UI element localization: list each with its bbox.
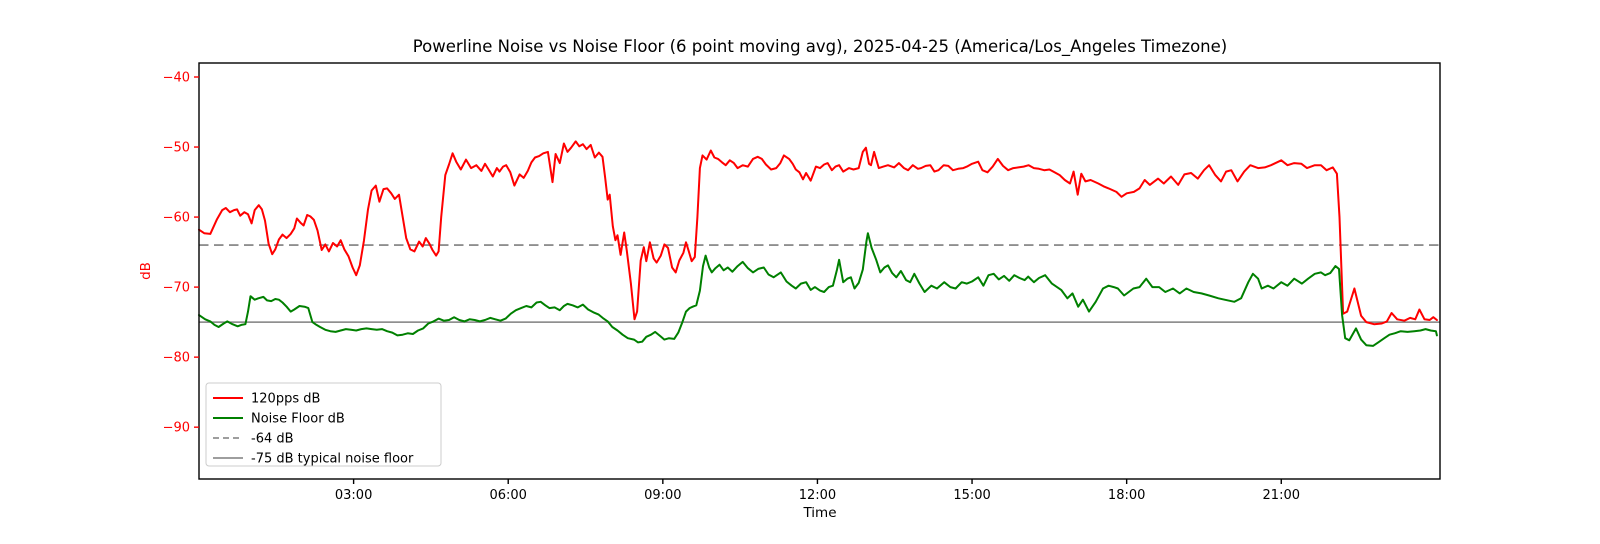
x-tick-label: 03:00 bbox=[335, 488, 372, 503]
x-tick-label: 09:00 bbox=[644, 488, 681, 503]
y-tick-label: −90 bbox=[163, 421, 190, 436]
x-axis-label: Time bbox=[802, 505, 836, 521]
x-tick-label: 18:00 bbox=[1108, 488, 1145, 503]
y-tick-label: −50 bbox=[163, 141, 190, 156]
legend-label: -75 dB typical noise floor bbox=[251, 452, 414, 467]
x-tick-label: 21:00 bbox=[1263, 488, 1300, 503]
legend-label: -64 dB bbox=[251, 432, 294, 447]
legend-frame bbox=[205, 382, 442, 467]
y-axis-label: dB bbox=[138, 262, 154, 280]
x-tick-label: 15:00 bbox=[953, 488, 990, 503]
y-tick-label: −70 bbox=[163, 281, 190, 296]
y-tick-label: −80 bbox=[163, 351, 190, 366]
legend-label: Noise Floor dB bbox=[251, 412, 345, 427]
y-tick-label: −60 bbox=[163, 211, 190, 226]
plot-area bbox=[198, 140, 1440, 347]
series-noise-floor-db bbox=[198, 232, 1438, 347]
x-tick-label: 12:00 bbox=[799, 488, 836, 503]
series-120pps-db bbox=[198, 140, 1438, 326]
y-tick-label: −40 bbox=[163, 71, 190, 86]
x-tick-label: 06:00 bbox=[489, 488, 526, 503]
chart-title: Powerline Noise vs Noise Floor (6 point … bbox=[413, 37, 1227, 57]
legend-label: 120pps dB bbox=[251, 392, 320, 407]
axes-ticks: −40 −50 −60 −70 −80 −90 03:00 06:00 09:00 12:00 15… bbox=[163, 71, 1300, 503]
plot-frame bbox=[198, 62, 1441, 480]
legend: 120pps dB Noise Floor dB -64 dB -75 dB typi… bbox=[205, 382, 442, 467]
